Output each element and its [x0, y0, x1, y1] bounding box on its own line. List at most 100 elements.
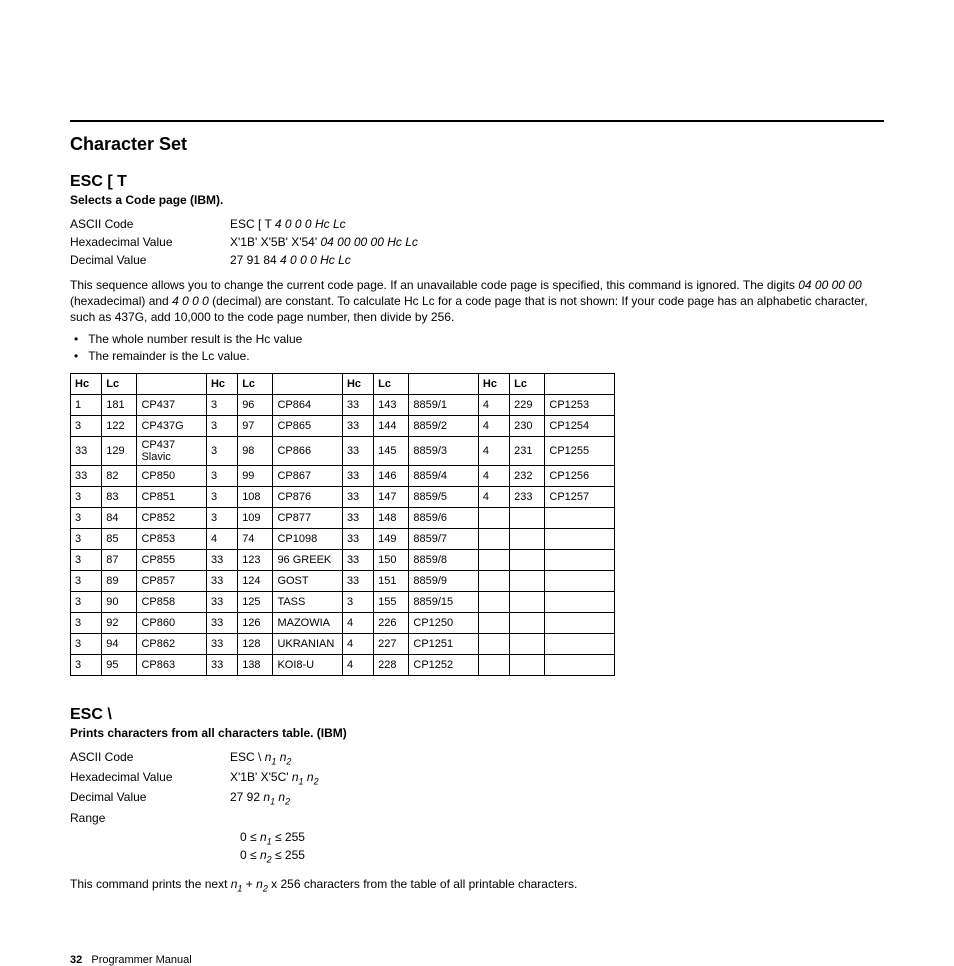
table-cell: 3 [342, 591, 373, 612]
table-cell: 108 [238, 486, 273, 507]
table-cell: 3 [206, 394, 237, 415]
table-cell: 233 [510, 486, 545, 507]
table-cell: CP1098 [273, 528, 343, 549]
table-cell: 3 [206, 436, 237, 465]
hex-label: Hexadecimal Value [70, 770, 230, 786]
table-cell: CP855 [137, 549, 207, 570]
table-cell [510, 654, 545, 675]
ascii-value: ESC [ T 4 0 0 0 Hc Lc [230, 217, 346, 231]
ascii-prefix: ESC [ T [230, 217, 275, 231]
table-cell: 144 [374, 415, 409, 436]
table-cell: 3 [71, 486, 102, 507]
dec-label: Decimal Value [70, 790, 230, 806]
ascii-label: ASCII Code [70, 750, 230, 766]
table-cell: 128 [238, 633, 273, 654]
table-cell: CP863 [137, 654, 207, 675]
table-cell: 8859/15 [409, 591, 479, 612]
table-cell: 3 [71, 633, 102, 654]
table-row: 390CP85833125TASS31558859/15 [71, 591, 615, 612]
table-cell: 84 [102, 507, 137, 528]
table-cell: 8859/8 [409, 549, 479, 570]
table-cell: 1 [71, 394, 102, 415]
range-block: 0 ≤ n1 ≤ 255 0 ≤ n2 ≤ 255 [240, 829, 884, 866]
table-header: Lc [102, 373, 137, 394]
dec-prefix: 27 92 [230, 790, 263, 804]
table-header [273, 373, 343, 394]
table-cell: CP862 [137, 633, 207, 654]
table-cell: KOI8-U [273, 654, 343, 675]
table-cell: 33 [342, 570, 373, 591]
n1n2: n1 n2 [292, 770, 319, 784]
table-cell: 4 [342, 654, 373, 675]
esc-t-heading: ESC [ T [70, 173, 884, 191]
table-cell: 33 [206, 654, 237, 675]
page-number: 32 [70, 954, 82, 966]
table-cell: 3 [206, 415, 237, 436]
table-cell: 33 [206, 570, 237, 591]
table-cell [510, 570, 545, 591]
table-cell: 74 [238, 528, 273, 549]
table-cell: 33 [71, 436, 102, 465]
table-cell: CP1254 [545, 415, 615, 436]
table-cell: 96 GREEK [273, 549, 343, 570]
table-row: 394CP86233128UKRANIAN4227CP1251 [71, 633, 615, 654]
table-cell: 3 [206, 507, 237, 528]
table-header: Lc [510, 373, 545, 394]
table-cell [478, 591, 509, 612]
table-cell: 232 [510, 465, 545, 486]
table-cell: CP858 [137, 591, 207, 612]
table-cell: 4 [478, 486, 509, 507]
table-cell: 3 [71, 654, 102, 675]
table-cell: 109 [238, 507, 273, 528]
table-cell: CP850 [137, 465, 207, 486]
table-cell [545, 528, 615, 549]
table-row: 389CP85733124GOST331518859/9 [71, 570, 615, 591]
table-cell [510, 549, 545, 570]
table-cell: 181 [102, 394, 137, 415]
table-cell: 231 [510, 436, 545, 465]
para-text: This command prints the next [70, 877, 231, 891]
table-cell: 125 [238, 591, 273, 612]
table-cell: 129 [102, 436, 137, 465]
table-cell: 33 [342, 528, 373, 549]
table-cell [478, 612, 509, 633]
table-cell [545, 612, 615, 633]
table-cell: CP865 [273, 415, 343, 436]
table-cell: 155 [374, 591, 409, 612]
esc-t-subtitle: Selects a Code page (IBM). [70, 193, 884, 207]
esc-bs-range-row: Range [70, 811, 884, 825]
n1: n1 [231, 877, 243, 891]
table-cell: 3 [206, 486, 237, 507]
table-cell: CP437 [137, 394, 207, 415]
table-header: Hc [206, 373, 237, 394]
table-cell [545, 591, 615, 612]
table-cell: 4 [478, 394, 509, 415]
table-cell: GOST [273, 570, 343, 591]
table-header [409, 373, 479, 394]
table-cell [545, 654, 615, 675]
table-cell [478, 528, 509, 549]
ascii-italic: 4 0 0 0 Hc Lc [275, 217, 346, 231]
table-cell: CP877 [273, 507, 343, 528]
para-ital: 04 00 00 00 [798, 278, 861, 292]
table-cell: CP857 [137, 570, 207, 591]
table-cell: MAZOWIA [273, 612, 343, 633]
table-cell: 4 [342, 633, 373, 654]
table-row: 392CP86033126MAZOWIA4226CP1250 [71, 612, 615, 633]
rule-divider [70, 120, 884, 122]
table-cell: CP1257 [545, 486, 615, 507]
table-cell: 228 [374, 654, 409, 675]
table-cell: 33 [342, 436, 373, 465]
table-cell: 147 [374, 486, 409, 507]
para-text: x 256 characters from the table of all p… [268, 877, 578, 891]
table-cell [510, 528, 545, 549]
table-cell: 122 [102, 415, 137, 436]
table-cell: CP437 Slavic [137, 436, 207, 465]
hex-value: X'1B' X'5B' X'54' 04 00 00 00 Hc Lc [230, 235, 418, 249]
table-cell: CP1250 [409, 612, 479, 633]
table-cell: 227 [374, 633, 409, 654]
ascii-label: ASCII Code [70, 217, 230, 231]
table-header: Hc [478, 373, 509, 394]
table-cell: 33 [342, 486, 373, 507]
table-cell: 97 [238, 415, 273, 436]
